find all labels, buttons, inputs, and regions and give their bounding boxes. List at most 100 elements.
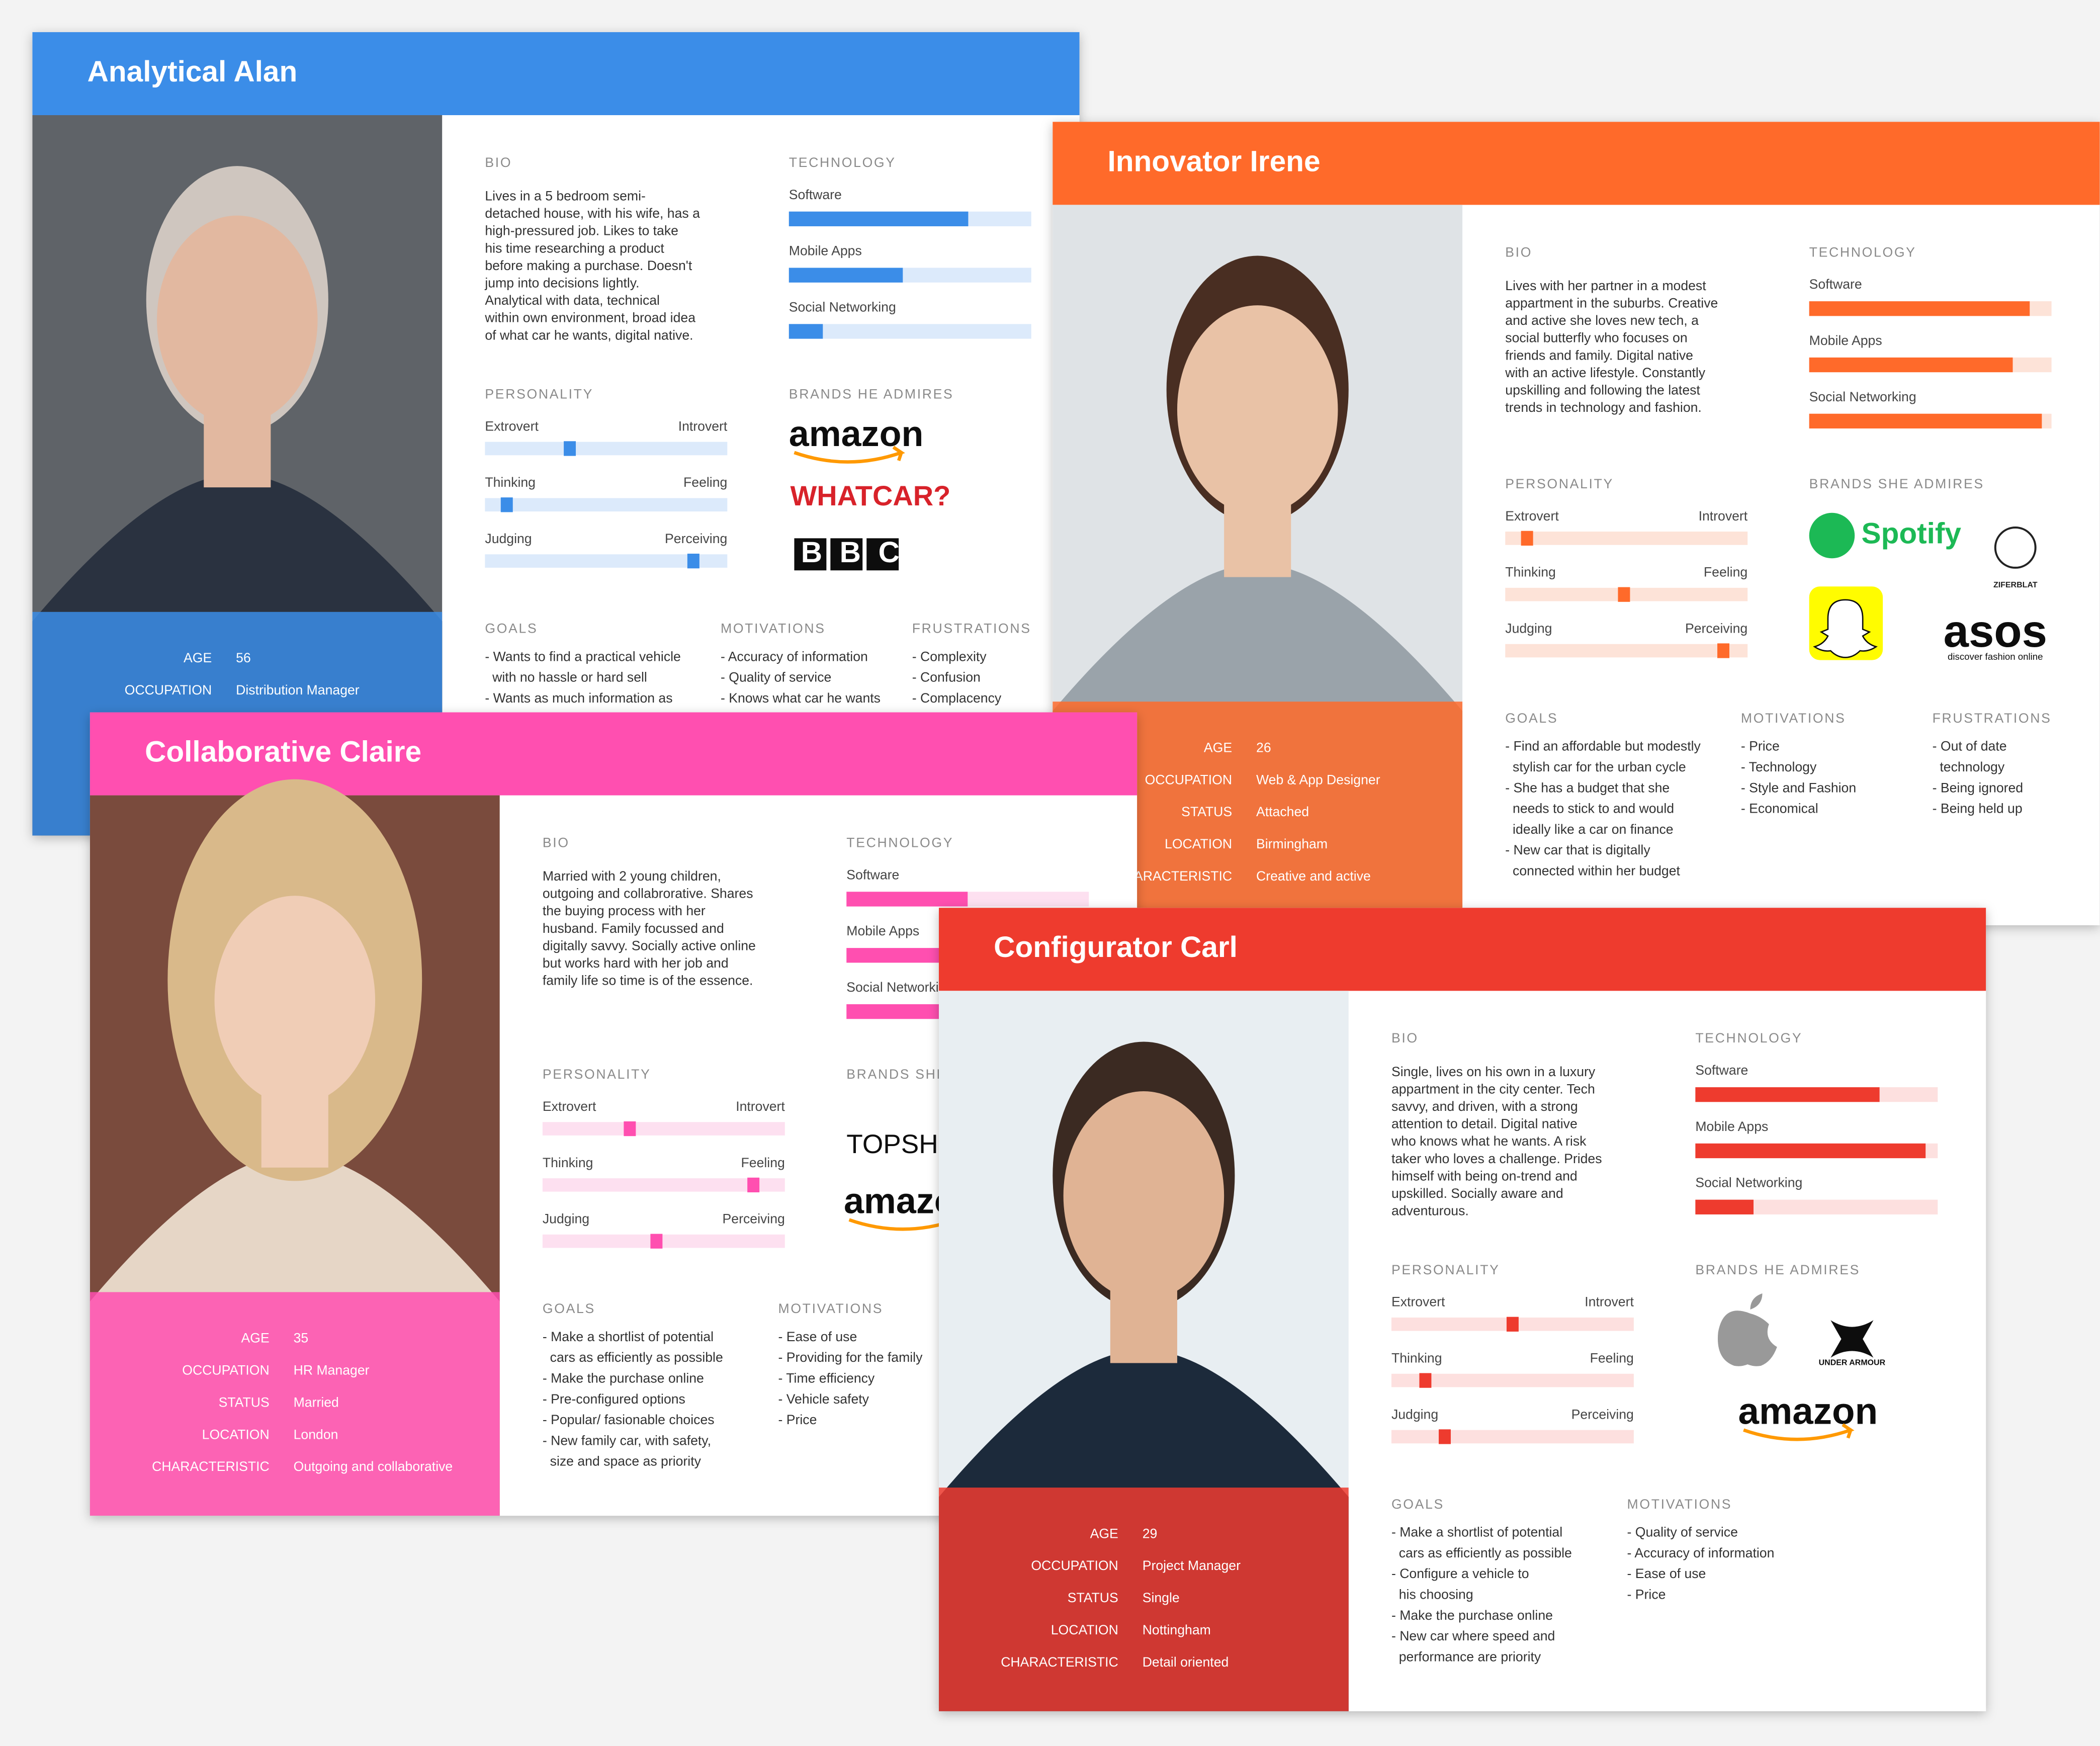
tech-bar — [789, 324, 823, 339]
trait-right: Perceiving — [1571, 1407, 1634, 1422]
motivations-line: - Style and Fashion — [1741, 780, 1856, 795]
trait-right: Feeling — [1590, 1351, 1634, 1366]
bio-line: Single, lives on his own in a luxury — [1391, 1064, 1596, 1079]
section-label: MOTIVATIONS — [721, 621, 826, 636]
detail-value: Single — [1143, 1590, 1180, 1605]
trait-track — [485, 498, 728, 512]
section-label: GOALS — [1391, 1497, 1444, 1512]
goals-line: cars as efficiently as possible — [543, 1350, 723, 1365]
tech-label: Mobile Apps — [789, 243, 862, 258]
trait-left: Extrovert — [543, 1099, 596, 1114]
goals-line: connected within her budget — [1505, 863, 1680, 878]
section-label: BRANDS HE ADMIRES — [1695, 1262, 1860, 1277]
trait-left: Thinking — [485, 475, 536, 490]
section-label: BIO — [1391, 1030, 1419, 1045]
section-label: PERSONALITY — [1391, 1262, 1500, 1277]
detail-label: LOCATION — [1165, 836, 1232, 851]
motivations-line: - Technology — [1741, 759, 1817, 774]
bio-line: the buying process with her — [543, 903, 706, 918]
trait-right: Perceiving — [665, 531, 727, 546]
detail-value: Nottingham — [1143, 1622, 1211, 1637]
goals-line: - New car that is digitally — [1505, 842, 1650, 857]
frustrations-line: - Being held up — [1933, 801, 2023, 816]
detail-label: STATUS — [1181, 804, 1232, 819]
tech-label: Social Networking — [1809, 389, 1916, 404]
section-label: BIO — [485, 155, 512, 170]
card-header — [939, 908, 1986, 991]
trait-right: Feeling — [1704, 565, 1747, 580]
goals-line: - Wants to find a practical vehicle — [485, 649, 680, 664]
trait-track — [542, 1234, 785, 1248]
tech-bar — [1695, 1199, 1754, 1214]
card-header — [1053, 122, 2100, 205]
trait-right: Introvert — [736, 1099, 785, 1114]
goals-line: - Configure a vehicle to — [1391, 1566, 1529, 1581]
bio-line: Married with 2 young children, — [543, 868, 721, 884]
detail-label: AGE — [184, 650, 212, 665]
motivations-line: - Economical — [1741, 801, 1818, 816]
persona-card: Innovator Irene AGE 26 OCCUPATION Web & App … — [1053, 122, 2100, 925]
detail-label: OCCUPATION — [182, 1363, 269, 1378]
detail-label: LOCATION — [1051, 1622, 1118, 1637]
trait-marker — [1506, 1317, 1519, 1332]
bio-line: Lives with her partner in a modest — [1505, 278, 1706, 293]
tech-label: Social Networking — [846, 980, 953, 995]
section-label: BRANDS HE ADMIRES — [789, 386, 954, 401]
detail-label: STATUS — [219, 1394, 270, 1410]
detail-value: 26 — [1256, 740, 1271, 755]
bio-line: of what car he wants, digital native. — [485, 327, 693, 342]
section-label: PERSONALITY — [1505, 476, 1614, 491]
tech-label: Software — [789, 187, 842, 202]
bio-line: digitally savvy. Socially active online — [543, 938, 756, 953]
goals-line: - Make a shortlist of potential — [543, 1329, 714, 1344]
frustrations-line: - Being ignored — [1933, 780, 2023, 795]
amazon-smile — [1743, 1423, 1855, 1441]
bio-line: husband. Family focussed and — [543, 921, 724, 936]
tech-bar — [1809, 413, 2042, 429]
tech-label: Mobile Apps — [846, 923, 919, 938]
bbc-box — [830, 538, 863, 571]
trait-track — [1391, 1430, 1634, 1444]
persona-name: Configurator Carl — [994, 931, 1238, 964]
goals-line: - Make the purchase online — [1391, 1608, 1553, 1623]
spotify-icon — [1809, 512, 1855, 559]
goals-line: size and space as priority — [543, 1454, 702, 1469]
goals-line: - Popular/ fasionable choices — [543, 1412, 715, 1427]
ziferblat-icon — [1994, 527, 2037, 569]
trait-left: Judging — [1505, 621, 1552, 636]
bbc-box — [794, 538, 827, 571]
detail-label: AGE — [1204, 740, 1232, 755]
section-label: MOTIVATIONS — [1741, 711, 1846, 726]
bio-line: Lives in a 5 bedroom semi- — [485, 188, 645, 203]
section-label: FRUSTRATIONS — [912, 621, 1031, 636]
tech-bar — [789, 268, 903, 283]
goals-line: ideally like a car on finance — [1505, 822, 1673, 837]
section-label: GOALS — [543, 1301, 595, 1316]
detail-label: AGE — [1090, 1526, 1118, 1541]
detail-value: Birmingham — [1256, 836, 1328, 851]
section-label: MOTIVATIONS — [1627, 1497, 1732, 1512]
photo-face — [157, 215, 318, 425]
tech-label: Social Networking — [1695, 1175, 1802, 1190]
tech-bar — [1695, 1087, 1880, 1102]
trait-marker — [747, 1177, 760, 1193]
motivations-line: - Quality of service — [1627, 1525, 1738, 1540]
photo-face — [1063, 1091, 1224, 1300]
bio-line: trends in technology and fashion. — [1505, 400, 1702, 415]
photo-face — [214, 896, 376, 1105]
bio-line: high-pressured job. Likes to take — [485, 223, 678, 238]
detail-value: Creative and active — [1256, 868, 1371, 884]
brand-logo: asos — [1944, 606, 2047, 657]
trait-right: Feeling — [683, 475, 727, 490]
trait-track — [1505, 532, 1748, 545]
section-label: TECHNOLOGY — [1809, 244, 1916, 259]
tech-bar — [789, 211, 969, 226]
trait-marker — [1521, 531, 1533, 546]
persona-card: Configurator Carl AGE 29 OCCUPATION Project … — [939, 908, 1986, 1711]
motivations-line: - Ease of use — [778, 1329, 857, 1344]
section-label: FRUSTRATIONS — [1933, 711, 2052, 726]
card-header — [32, 32, 1080, 115]
detail-value: 35 — [294, 1331, 309, 1346]
bio-line: detached house, with his wife, has a — [485, 206, 700, 221]
trait-marker — [1717, 643, 1729, 658]
